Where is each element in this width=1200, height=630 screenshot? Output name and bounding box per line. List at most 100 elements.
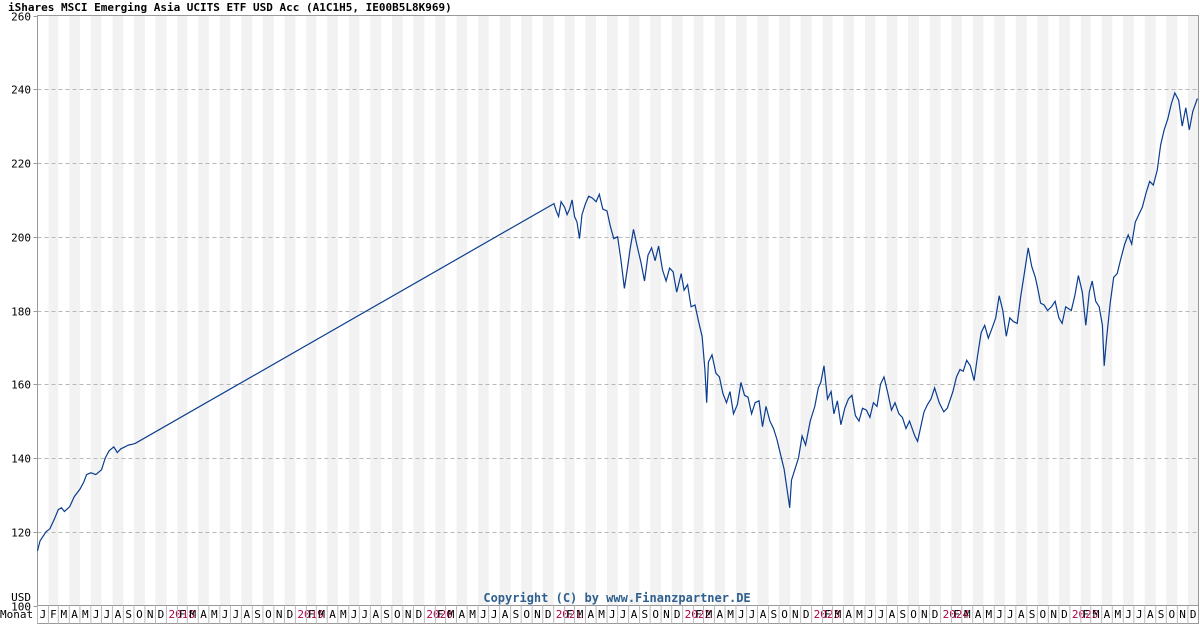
month-band bbox=[499, 15, 511, 606]
month-label: D bbox=[545, 608, 552, 621]
month-band bbox=[542, 15, 554, 606]
y-tick-label: 100 bbox=[11, 601, 31, 614]
month-band bbox=[478, 15, 489, 606]
month-label: A bbox=[372, 608, 379, 621]
month-label: A bbox=[115, 608, 122, 621]
month-label: M bbox=[448, 608, 455, 621]
month-label: F bbox=[50, 608, 57, 621]
price-line bbox=[36, 91, 1198, 552]
month-label: J bbox=[233, 608, 240, 621]
month-label: A bbox=[1147, 608, 1154, 621]
month-band bbox=[714, 15, 726, 606]
month-band bbox=[241, 15, 253, 606]
month-label: O bbox=[523, 608, 530, 621]
month-label: D bbox=[158, 608, 165, 621]
month-label: O bbox=[394, 608, 401, 621]
month-band bbox=[1187, 15, 1199, 606]
month-band bbox=[951, 15, 962, 606]
month-band bbox=[628, 15, 640, 606]
y-tick-label: 160 bbox=[11, 379, 31, 392]
month-band bbox=[133, 15, 145, 606]
month-band bbox=[306, 15, 317, 606]
month-label: D bbox=[803, 608, 810, 621]
month-band bbox=[671, 15, 683, 606]
month-label: N bbox=[1179, 608, 1186, 621]
x-axis-label: Monat bbox=[0, 608, 33, 621]
month-band bbox=[391, 15, 403, 606]
month-band bbox=[1015, 15, 1027, 606]
month-label: O bbox=[1040, 608, 1047, 621]
month-label: N bbox=[792, 608, 799, 621]
month-label: D bbox=[1190, 608, 1197, 621]
month-label: A bbox=[975, 608, 982, 621]
month-band bbox=[1144, 15, 1156, 606]
month-label: A bbox=[760, 608, 767, 621]
month-band bbox=[284, 15, 296, 606]
month-label: J bbox=[1125, 608, 1132, 621]
month-band bbox=[843, 15, 855, 606]
month-label: M bbox=[82, 608, 89, 621]
month-band bbox=[972, 15, 984, 606]
month-label: S bbox=[513, 608, 520, 621]
y-tick-label: 120 bbox=[11, 527, 31, 540]
month-label: N bbox=[663, 608, 670, 621]
month-label: O bbox=[136, 608, 143, 621]
month-label: D bbox=[287, 608, 294, 621]
month-label: M bbox=[964, 608, 971, 621]
month-label: O bbox=[652, 608, 659, 621]
year-label: 2018 bbox=[168, 608, 195, 621]
month-label: J bbox=[749, 608, 756, 621]
month-label: A bbox=[244, 608, 251, 621]
year-label: 2024 bbox=[943, 608, 970, 621]
month-label: J bbox=[104, 608, 111, 621]
month-label: S bbox=[125, 608, 132, 621]
month-label: J bbox=[351, 608, 358, 621]
month-label: S bbox=[899, 608, 906, 621]
month-label: D bbox=[932, 608, 939, 621]
month-band bbox=[413, 15, 425, 606]
month-label: A bbox=[71, 608, 78, 621]
month-band bbox=[564, 15, 575, 606]
month-label: D bbox=[416, 608, 423, 621]
month-label: F bbox=[437, 608, 444, 621]
month-label: J bbox=[362, 608, 369, 621]
month-bands bbox=[48, 15, 1199, 606]
month-band bbox=[779, 15, 791, 606]
y-tick-label: 240 bbox=[11, 84, 31, 97]
year-label: 2025 bbox=[1072, 608, 1099, 621]
y-axis-ticks: 100 120 140 160 180 200 220 240 260 bbox=[11, 11, 38, 614]
month-band bbox=[864, 15, 876, 606]
month-label: J bbox=[222, 608, 229, 621]
month-band bbox=[521, 15, 533, 606]
month-label: O bbox=[1169, 608, 1176, 621]
month-label: A bbox=[329, 608, 336, 621]
month-label: J bbox=[996, 608, 1003, 621]
month-label: M bbox=[1114, 608, 1121, 621]
y-tick-label: 140 bbox=[11, 453, 31, 466]
currency-label: USD bbox=[11, 591, 31, 604]
month-label: J bbox=[1136, 608, 1143, 621]
month-band bbox=[693, 15, 704, 606]
month-band bbox=[607, 15, 618, 606]
month-label: F bbox=[566, 608, 573, 621]
month-label: N bbox=[921, 608, 928, 621]
month-band bbox=[219, 15, 231, 606]
month-label: M bbox=[340, 608, 347, 621]
horizontal-gridlines bbox=[37, 89, 1199, 533]
month-label: M bbox=[61, 608, 68, 621]
chart-title: iShares MSCI Emerging Asia UCITS ETF USD… bbox=[8, 1, 452, 14]
month-label: M bbox=[856, 608, 863, 621]
month-label: A bbox=[1018, 608, 1025, 621]
month-label: M bbox=[727, 608, 734, 621]
month-label: S bbox=[383, 608, 390, 621]
month-label: M bbox=[835, 608, 842, 621]
month-label: M bbox=[706, 608, 713, 621]
month-label: A bbox=[200, 608, 207, 621]
month-label: M bbox=[318, 608, 325, 621]
month-label: N bbox=[1050, 608, 1057, 621]
month-band bbox=[112, 15, 124, 606]
month-label: F bbox=[308, 608, 315, 621]
y-tick-label: 200 bbox=[11, 232, 31, 245]
month-band bbox=[198, 15, 209, 606]
